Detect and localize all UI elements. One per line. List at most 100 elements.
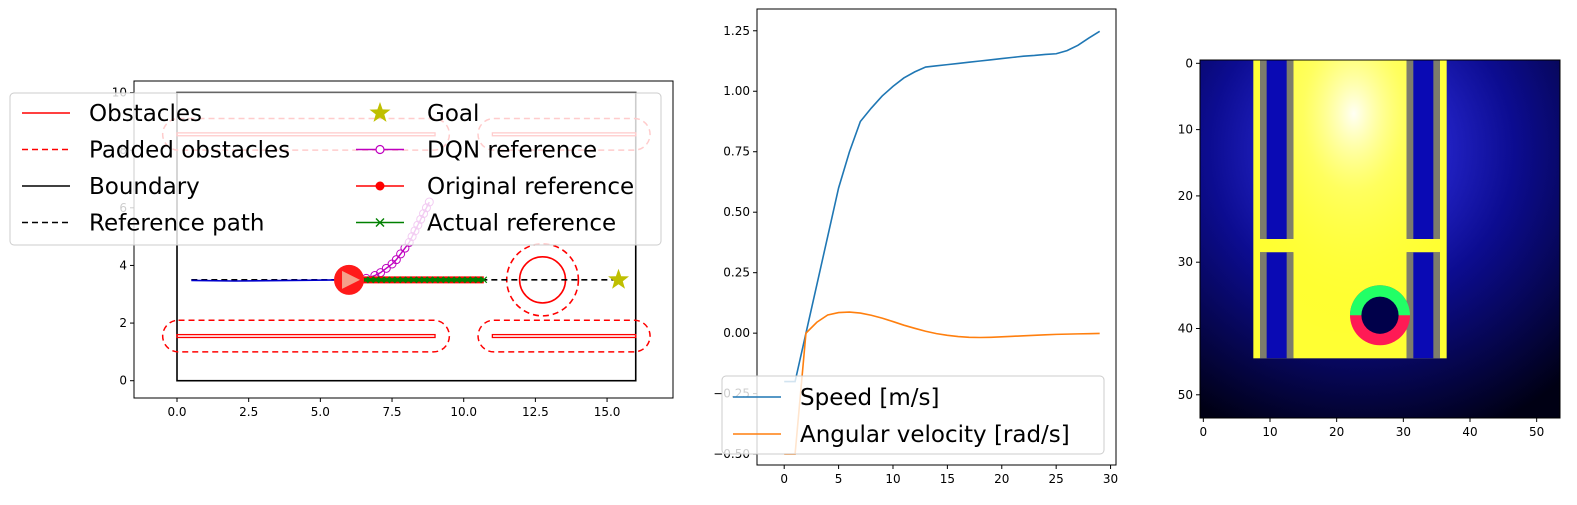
padded-obstacle [161,319,451,353]
actual-reference-point [458,276,466,284]
legend-label: Angular velocity [rad/s] [800,422,1070,448]
actual-reference-point [394,276,401,284]
circle-obstacle-core [1361,296,1399,334]
past-trajectory-line [191,279,350,282]
dqn-reference-point [391,255,401,265]
x-tick-label: 25 [1049,472,1064,486]
legend-swatch-marker [375,144,385,155]
actual-reference-point [469,276,477,284]
heatmap-ticks: 0 10 20 30 40 50 0 10 20 30 40 50 [1178,56,1545,439]
actual-reference-point [437,276,445,284]
x-tick-label: 10.0 [450,405,477,419]
legend-label: Actual reference [427,211,616,237]
actual-reference-point [415,276,423,284]
robot-heading-arrow [342,270,361,289]
legend-box [9,92,662,246]
obstacle-edge [1433,252,1440,359]
obstacle-edge [1406,60,1414,239]
y-tick-label: 0.75 [723,145,750,159]
angular-velocity-series-line [784,311,1100,455]
obstacle-edge [1286,60,1294,239]
y-tick-label: 40 [1178,322,1193,336]
legend-label: Reference path [89,211,264,237]
x-tick-label: 12.5 [522,405,549,419]
legend-label: Padded obstacles [89,138,290,164]
y-tick-label: 0 [119,374,127,388]
actual-reference-point [453,276,461,284]
x-tick-label: 0 [1200,425,1208,439]
legend-label: DQN reference [427,138,597,164]
x-tick-label: 30 [1396,425,1411,439]
x-tick-label: 0 [780,472,788,486]
y-tick-label: 50 [1178,388,1193,402]
actual-reference-point [372,276,380,284]
legend-label: Speed [m/s] [800,385,940,411]
legend-label: Boundary [89,174,200,200]
heatmap-axes-frame [1199,59,1561,419]
x-tick-label: 30 [1103,472,1118,486]
actual-reference-point [404,276,412,284]
obstacle-rect [491,333,637,339]
x-tick-label: 15 [940,472,955,486]
legend-box [721,375,1105,455]
y-tick-label: 2 [119,316,127,330]
x-tick-label: 50 [1529,425,1544,439]
x-tick-label: 2.5 [239,405,258,419]
y-tick-label: 30 [1178,255,1193,269]
actual-reference-point [426,276,434,284]
heatmap-panel: 0 10 20 30 40 50 0 10 20 30 40 50 [1178,56,1561,439]
dqn-reference-point [396,249,406,259]
y-tick-label: 20 [1178,189,1193,203]
y-tick-label: 1.25 [723,24,750,38]
obstacle-edge [1260,252,1267,359]
y-tick-label: 0.50 [723,205,750,219]
x-tick-label: 15.0 [594,405,621,419]
velocity-axes-frame [756,8,1117,466]
y-tick-label: 0.00 [723,326,750,340]
map-legend: Obstacles Goal Padded obstacles DQN referen… [9,92,662,246]
legend-swatch-marker [375,218,385,227]
actual-reference-point [442,276,450,284]
velocity-panel: 051015202530−0.50−0.250.000.250.500.751.… [713,8,1118,486]
velocity-legend: Speed [m/s] Angular velocity [rad/s] [721,375,1105,455]
speed-series-line [784,30,1101,383]
obstacle-rect [176,333,436,339]
velocity-plot-area [784,30,1101,455]
heatmap-image [1200,60,1560,418]
actual-reference-point [388,276,396,284]
y-tick-label: 10 [1178,123,1193,137]
obstacle-edge [1260,60,1267,239]
legend-label: Obstacles [89,101,202,127]
x-tick-label: 5 [835,472,843,486]
x-tick-label: 10 [885,472,900,486]
x-tick-label: 10 [1262,425,1277,439]
padded-obstacle [477,319,651,353]
actual-reference-point [399,276,407,284]
actual-reference-point [410,276,418,284]
y-tick-label: 4 [119,258,127,272]
actual-reference-point [431,276,439,284]
legend-label: Goal [427,101,479,127]
actual-reference-point [367,276,375,284]
legend-swatch-marker [375,181,385,191]
obstacle-edge [1433,60,1440,239]
dqn-reference-point [381,263,391,273]
actual-reference-point [480,276,488,284]
actual-reference-point [448,276,455,284]
actual-reference-point [421,276,428,284]
x-tick-label: 7.5 [382,405,401,419]
y-tick-label: 0 [1185,56,1193,70]
x-tick-label: 40 [1462,425,1477,439]
map-panel: 0.02.55.07.510.012.515.00246810 Obstacle… [9,80,674,419]
x-tick-label: 0.0 [167,405,186,419]
goal-star [608,268,629,289]
map-plot-area [161,91,651,382]
actual-reference-point [377,276,385,284]
x-tick-label: 5.0 [311,405,330,419]
actual-reference-point [464,276,472,284]
x-tick-label: 20 [994,472,1009,486]
actual-reference-point [383,276,391,284]
obstacle-edge [1286,252,1294,359]
y-tick-label: 0.25 [723,266,750,280]
